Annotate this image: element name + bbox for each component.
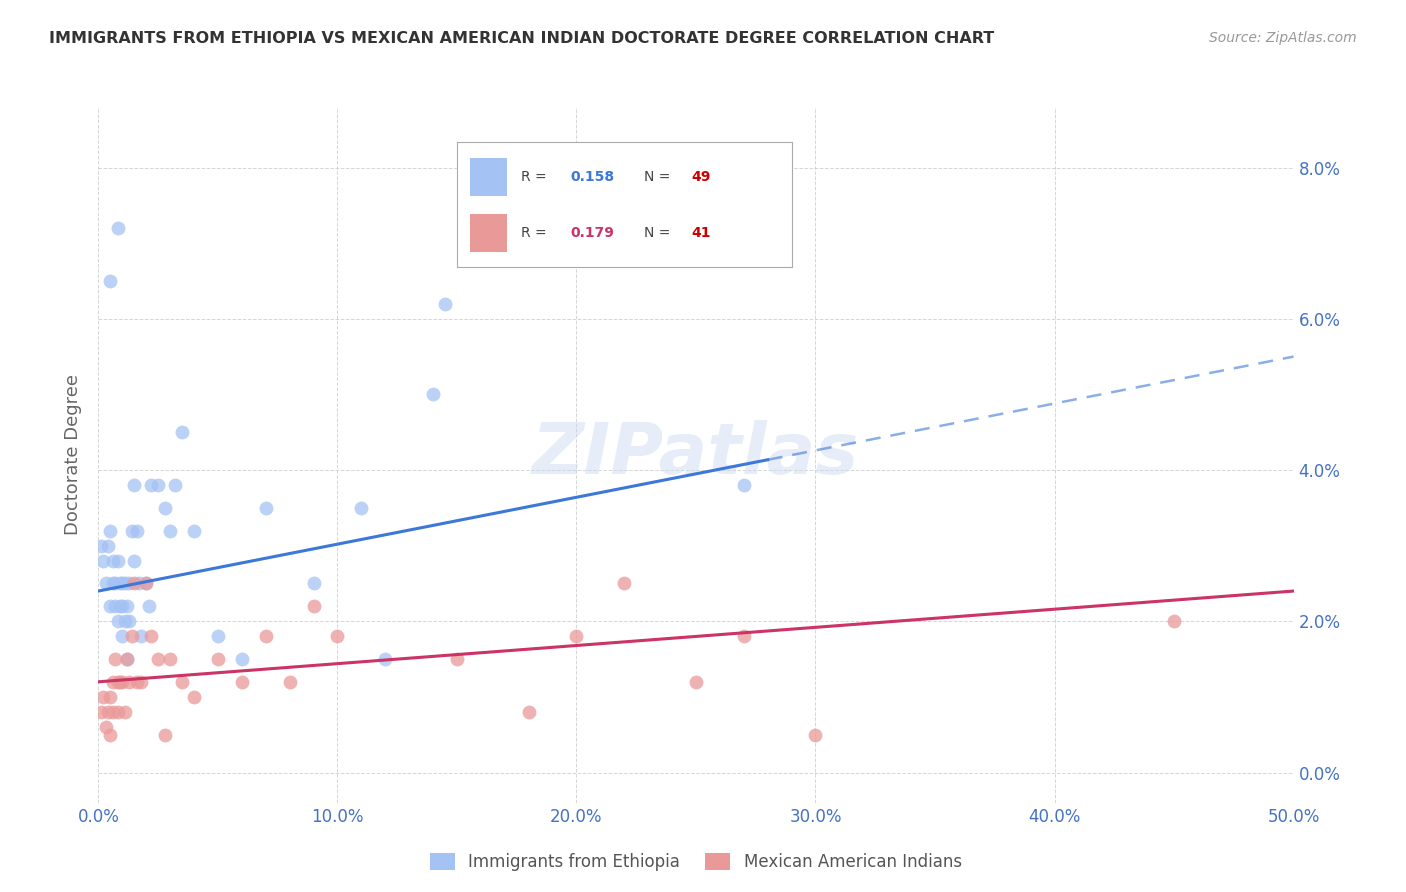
Point (231, 652, 253, 666)
Point (278, 674, 301, 689)
Point (94, 720, 117, 734)
Point (207, 652, 229, 666)
Point (98, 524, 122, 538)
Point (98, 728, 122, 742)
Point (98, 690, 122, 704)
Legend: Immigrants from Ethiopia, Mexican American Indians: Immigrants from Ethiopia, Mexican Americ… (423, 847, 969, 878)
Point (138, 599, 160, 614)
Point (125, 674, 148, 689)
Point (163, 478, 186, 492)
Point (685, 674, 707, 689)
Point (124, 554, 146, 568)
Point (124, 478, 146, 492)
Point (159, 524, 181, 538)
Point (101, 674, 124, 689)
Point (90, 539, 112, 553)
Point (118, 615, 141, 629)
Point (1163, 615, 1185, 629)
Point (111, 674, 134, 689)
Point (104, 599, 127, 614)
Point (107, 705, 129, 719)
Point (565, 629, 588, 643)
Point (104, 652, 127, 666)
Point (135, 576, 157, 591)
Point (422, 387, 444, 401)
Point (104, 576, 127, 591)
Point (101, 554, 124, 568)
Point (231, 674, 253, 689)
Text: ZIPatlas: ZIPatlas (533, 420, 859, 490)
Point (172, 425, 194, 440)
Point (159, 652, 181, 666)
Point (350, 500, 373, 515)
Point (155, 500, 177, 515)
Point (111, 629, 134, 643)
Point (98, 274, 122, 288)
Point (172, 674, 194, 689)
Point (121, 629, 143, 643)
Point (139, 629, 162, 643)
Point (108, 599, 131, 614)
Point (183, 690, 205, 704)
Point (101, 705, 124, 719)
Point (94, 576, 117, 591)
Point (207, 629, 229, 643)
Point (733, 478, 755, 492)
Point (148, 652, 170, 666)
Point (131, 629, 153, 643)
Point (107, 221, 129, 235)
Point (254, 629, 277, 643)
Point (111, 576, 134, 591)
Point (135, 576, 157, 591)
Point (374, 652, 396, 666)
Point (128, 576, 150, 591)
Point (107, 554, 129, 568)
Point (121, 524, 143, 538)
Point (114, 576, 136, 591)
Point (131, 674, 153, 689)
Point (517, 705, 540, 719)
Point (107, 615, 129, 629)
Point (118, 576, 141, 591)
Point (114, 705, 136, 719)
Point (107, 674, 129, 689)
Point (139, 478, 162, 492)
Point (148, 478, 170, 492)
Point (733, 629, 755, 643)
Point (613, 576, 636, 591)
Point (124, 576, 146, 591)
Point (108, 576, 131, 591)
Point (114, 615, 136, 629)
Point (326, 629, 349, 643)
Point (302, 576, 325, 591)
Point (111, 599, 134, 614)
Point (804, 728, 827, 742)
Point (98, 599, 122, 614)
Point (183, 524, 205, 538)
Point (91, 554, 114, 568)
Point (97, 539, 120, 553)
Text: Source: ZipAtlas.com: Source: ZipAtlas.com (1209, 31, 1357, 45)
Point (108, 674, 131, 689)
Point (254, 500, 277, 515)
Y-axis label: Doctorate Degree: Doctorate Degree (65, 375, 83, 535)
Point (97, 705, 120, 719)
Point (302, 599, 325, 614)
Point (446, 652, 468, 666)
Text: IMMIGRANTS FROM ETHIOPIA VS MEXICAN AMERICAN INDIAN DOCTORATE DEGREE CORRELATION: IMMIGRANTS FROM ETHIOPIA VS MEXICAN AMER… (49, 31, 994, 46)
Point (91, 690, 114, 704)
Point (90, 705, 112, 719)
Point (155, 728, 177, 742)
Point (118, 674, 141, 689)
Point (125, 524, 148, 538)
Point (115, 599, 138, 614)
Point (115, 652, 138, 666)
Point (101, 576, 124, 591)
Point (115, 652, 138, 666)
Point (433, 296, 456, 310)
